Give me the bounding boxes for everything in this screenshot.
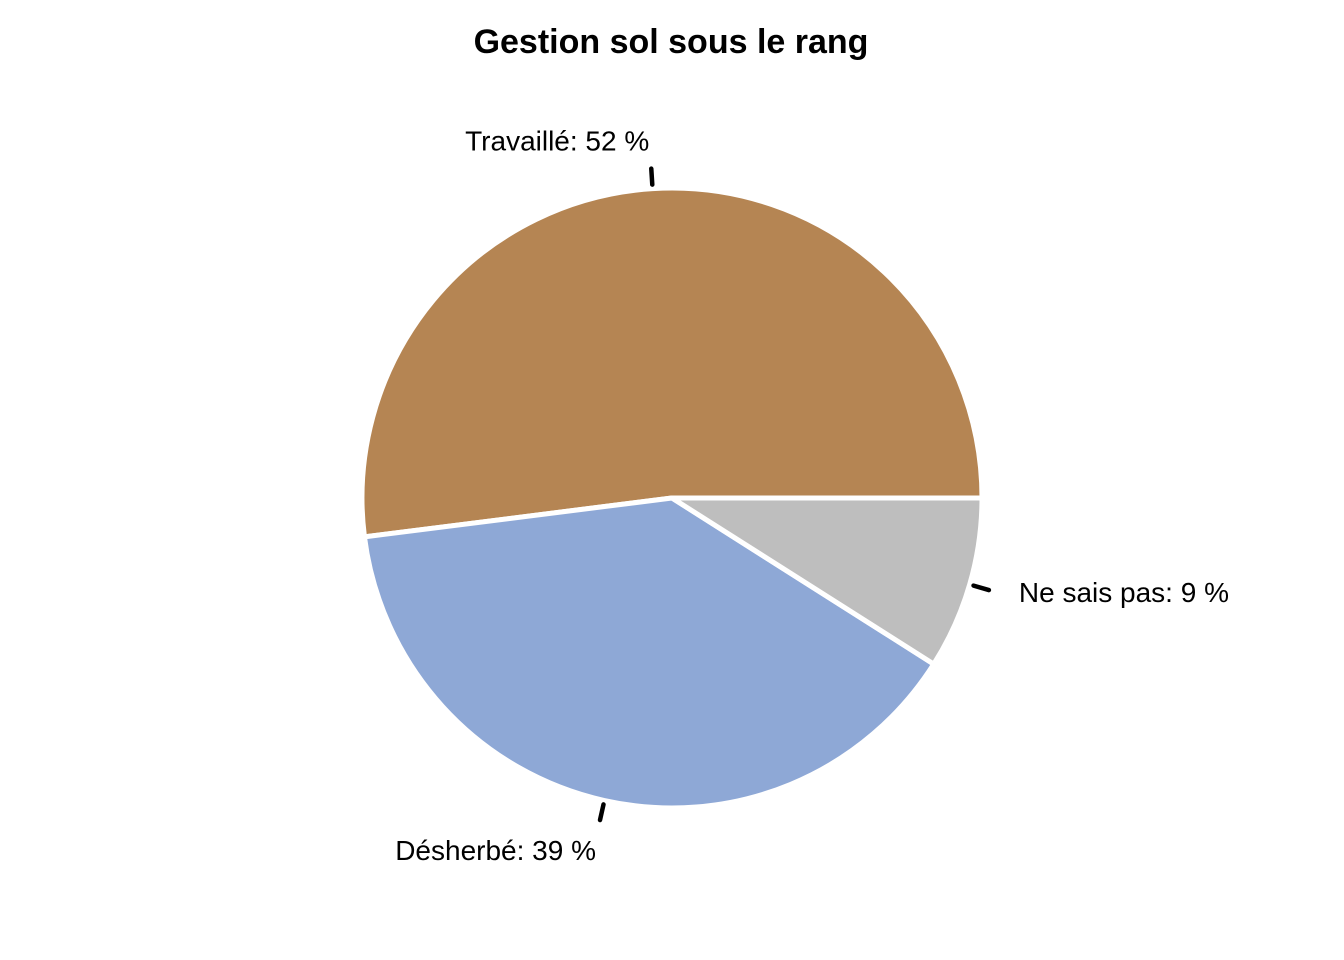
pie-slice-travaill-	[359, 185, 985, 540]
pie-slices	[359, 185, 985, 811]
leader-line	[597, 802, 606, 823]
chart-title: Gestion sol sous le rang	[474, 23, 869, 61]
slice-label: Travaillé: 52 %	[465, 126, 649, 157]
leader-line	[649, 166, 655, 187]
pie-labels: Travaillé: 52 % Désherbé: 39 % Ne sais pas…	[395, 126, 1229, 866]
leader-line	[971, 583, 992, 593]
pie-slice-ne-sais-pas	[669, 495, 985, 667]
slice-label: Ne sais pas: 9 %	[1019, 577, 1229, 608]
slice-label: Désherbé: 39 %	[395, 835, 596, 866]
